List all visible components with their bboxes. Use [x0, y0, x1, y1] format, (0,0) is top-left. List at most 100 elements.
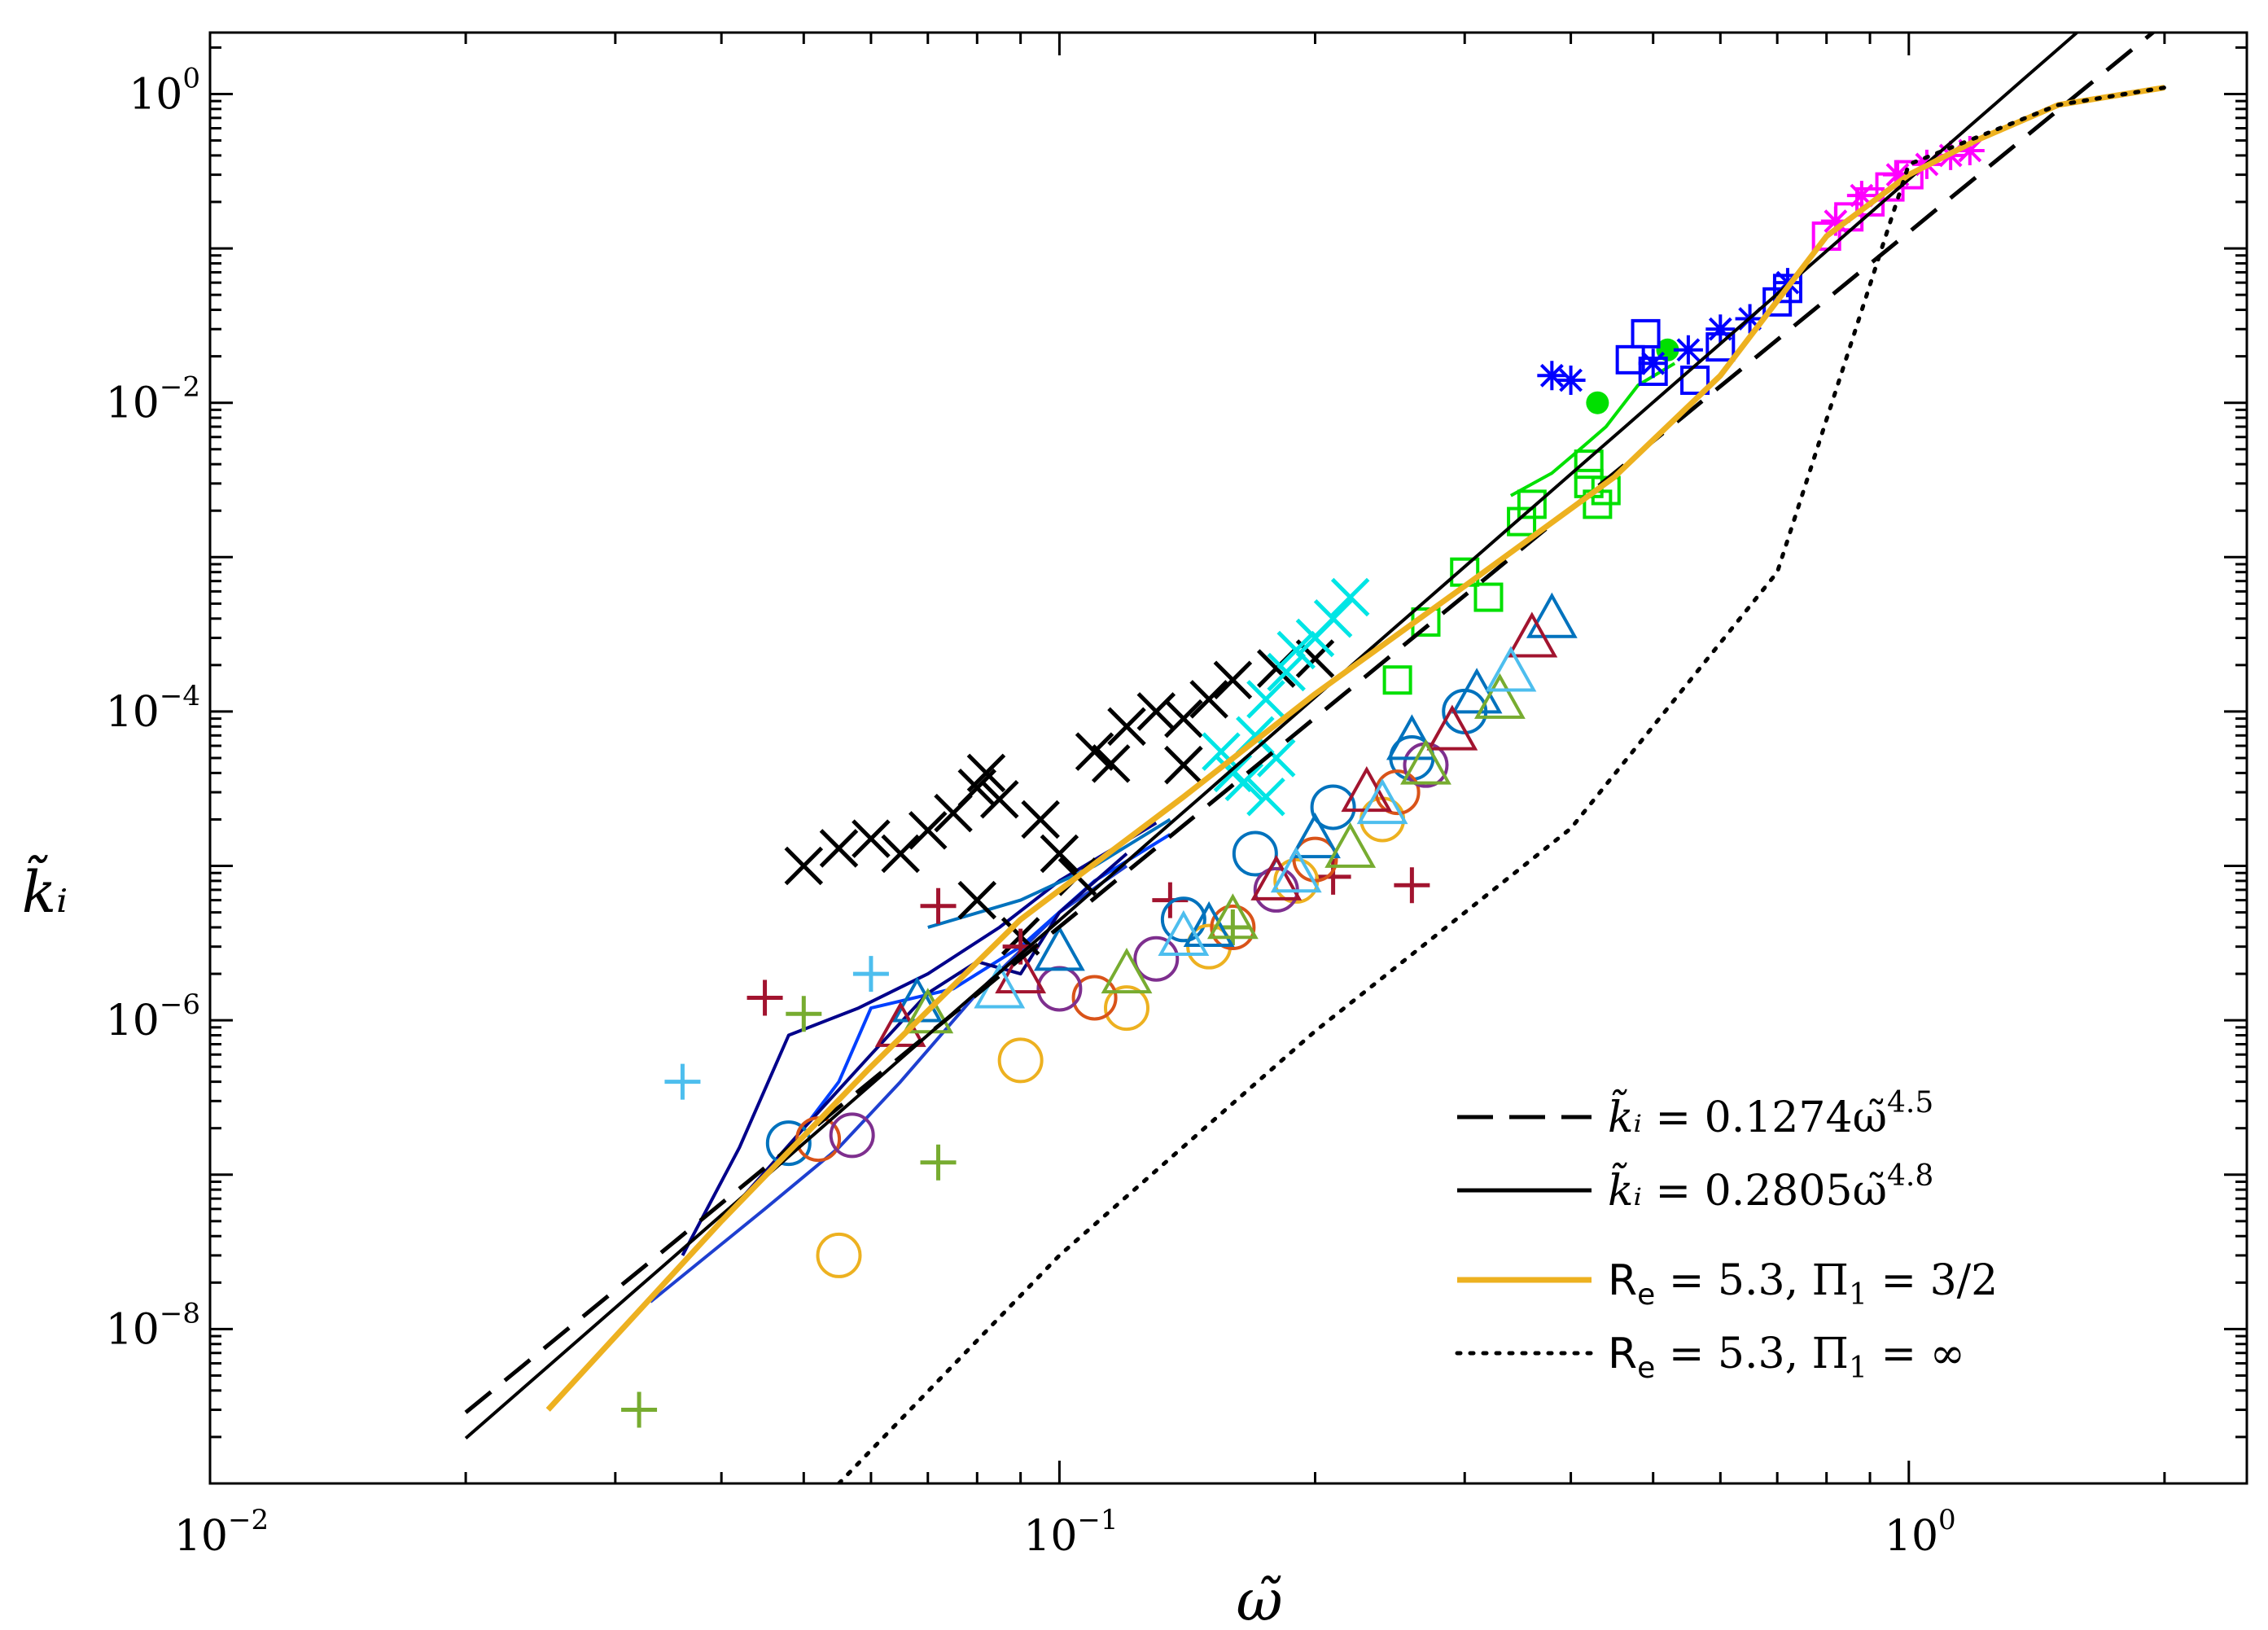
blue-squares-point-1	[1631, 318, 1661, 348]
blue-asterisks-point-3	[1673, 335, 1703, 365]
triangles-green-point-5	[1473, 673, 1526, 719]
black-x-point-7	[966, 753, 1006, 793]
green-plus-point-0	[786, 996, 822, 1032]
y-tick-label-0-base: 10	[106, 1305, 160, 1354]
legend-lhs: R	[1608, 1330, 1637, 1378]
legend-rhs: = ∞	[1867, 1330, 1965, 1378]
red-plus-point-0	[747, 979, 783, 1016]
green-squares-point-3	[1473, 582, 1504, 612]
y-tick-label-2: 10−4	[106, 680, 200, 737]
circles-red-point-1	[1071, 975, 1118, 1021]
cyan-x-point-5	[1256, 738, 1296, 778]
magenta-asterisks-point-0	[1820, 206, 1850, 236]
x-tick-label-1-base: 10	[1023, 1512, 1077, 1561]
circles-blue-point-2	[1232, 830, 1278, 877]
legend-exponent: 4.8	[1887, 1159, 1933, 1193]
triangles-lightblue-point-1	[1158, 909, 1210, 956]
black-x-point-9	[957, 880, 997, 920]
cyan-x-point-6	[1267, 652, 1306, 692]
legend-rhs: = 3/2	[1867, 1256, 1998, 1305]
triangles-green-point-0	[902, 988, 954, 1034]
triangles-red-point-4	[1426, 704, 1478, 751]
legend-lhs: k̃ᵢ	[1608, 1162, 1642, 1216]
y-tick-label-0-exponent: −8	[160, 1297, 200, 1330]
cyan-x-point-7	[1276, 630, 1316, 670]
x-tick-label-1: 10−1	[1023, 1504, 1118, 1561]
lightblue-plus-point-0	[664, 1063, 701, 1100]
triangles-green-point-4	[1400, 738, 1451, 785]
black-x-point-12	[1040, 834, 1079, 874]
clipped-series	[464, 33, 2167, 1483]
green-dots-point-0	[1586, 391, 1609, 414]
y-tick-label-3: 10−2	[106, 371, 200, 428]
legend-sub2: 1	[1849, 1352, 1867, 1385]
triangles-blue-point-6	[1526, 592, 1578, 638]
plot-frame	[208, 31, 2248, 1485]
magenta-asterisks-point-2	[1882, 160, 1912, 190]
curve-model-3/2	[545, 85, 2165, 1412]
lightblue-plus-point-1	[852, 956, 889, 992]
blue-asterisks-point-0	[1537, 361, 1567, 391]
y-tick-label-1: 10−6	[106, 988, 200, 1045]
triangles-blue-point-1	[1033, 925, 1085, 971]
black-x-point-17	[1136, 692, 1176, 731]
legend-label-model32: Re = 5.3, Π1 = 3/2	[1608, 1256, 1998, 1312]
triangles-red-point-2	[1250, 854, 1303, 900]
black-x-point-3	[881, 834, 920, 874]
legend-mid: = 0.1274ω̃	[1642, 1093, 1887, 1142]
circles-purple-point-2	[1133, 935, 1180, 982]
y-tick-label-4-exponent: 0	[182, 62, 200, 94]
red-plus-point-3	[1394, 867, 1430, 904]
black-x-point-20	[1213, 660, 1253, 699]
circles-orange-point-2	[1104, 985, 1150, 1032]
black-x-point-11	[1021, 800, 1060, 839]
legend-sub: e	[1637, 1352, 1655, 1385]
cyan-x-point-10	[1330, 577, 1370, 617]
black-x-point-2	[852, 819, 891, 858]
polyline-blue-set-4	[927, 817, 1171, 929]
triangles-blue-point-2	[1183, 900, 1235, 947]
x-axis-label: ω̃	[1236, 1567, 1282, 1630]
black-x-point-23	[1164, 745, 1203, 785]
x-tick-label-0-base: 10	[174, 1512, 228, 1561]
y-tick-label-1-base: 10	[106, 997, 160, 1045]
black-x-point-22	[1295, 639, 1335, 678]
curve-model-inf	[837, 85, 2167, 1483]
triangles-red-point-5	[1506, 611, 1558, 658]
black-x-point-4	[909, 811, 948, 850]
legend-label-fit48: k̃ᵢ = 0.2805ω̃4.8	[1608, 1159, 1933, 1216]
circles-red-point-2	[1210, 904, 1256, 950]
circles-purple-point-0	[829, 1112, 875, 1159]
magenta-asterisks-point-1	[1846, 181, 1876, 211]
triangles-lightblue-point-3	[1356, 778, 1408, 825]
triangles-lightblue-point-2	[1270, 847, 1322, 893]
black-x-point-1	[819, 829, 859, 868]
y-tick-label-3-base: 10	[106, 379, 160, 428]
circles-orange-point-1	[997, 1037, 1044, 1084]
circles-orange-point-0	[816, 1232, 862, 1278]
black-x-point-0	[784, 846, 824, 886]
triangles-green-point-2	[1206, 893, 1259, 940]
legend-label-modelinf: Re = 5.3, Π1 = ∞	[1608, 1330, 1965, 1385]
green-plus-point-2	[621, 1391, 658, 1428]
cyan-x-point-9	[1313, 598, 1353, 638]
legend: k̃ᵢ = 0.1274ω̃4.5k̃ᵢ = 0.2805ω̃4.8Re = 5…	[1455, 1086, 1998, 1385]
x-tick-label-2-base: 10	[1885, 1512, 1938, 1561]
circles-blue-point-1	[1160, 896, 1206, 943]
legend-sub2: 1	[1849, 1278, 1867, 1312]
triangles-blue-point-4	[1386, 714, 1438, 760]
triangles-blue-point-3	[1289, 813, 1341, 859]
green-squares-point-0	[1382, 665, 1412, 695]
y-tick-label-4: 100	[129, 62, 200, 119]
red-plus-point-1	[920, 887, 957, 924]
triangles-red-point-1	[995, 947, 1047, 994]
x-tick-label-1-exponent: −1	[1077, 1504, 1118, 1536]
triangles-green-point-1	[1101, 947, 1153, 994]
black-x-point-16	[1107, 707, 1146, 747]
y-tick-label-2-base: 10	[106, 688, 160, 737]
legend-mid: = 0.2805ω̃	[1642, 1167, 1887, 1216]
black-x-point-15	[1091, 744, 1131, 783]
cyan-x-point-11	[1246, 680, 1285, 719]
